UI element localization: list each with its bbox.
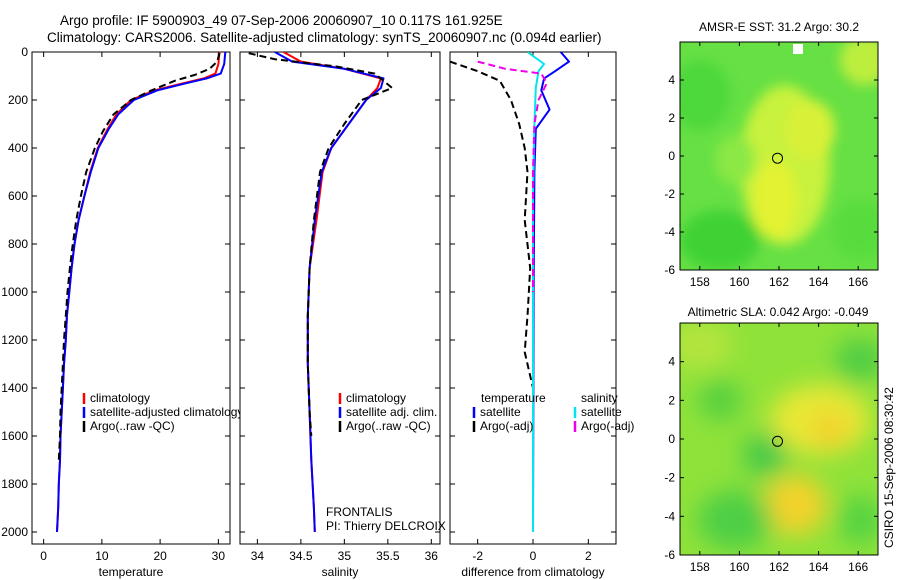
temperature-xtick-label: 30	[212, 549, 226, 563]
sla-map-ytick-label: -4	[664, 509, 675, 523]
temperature-ytick-label: 1800	[1, 477, 28, 491]
sst-map-panel: AMSR-E SST: 31.2 Argo: 30.2 158 160 162 164…	[664, 20, 879, 289]
difference-xtick-label: -2	[472, 549, 483, 563]
salinity-xlabel: salinity	[322, 565, 359, 579]
salinity-series-argo-raw-qc-	[248, 52, 394, 437]
salinity-annotation-project: FRONTALIS	[326, 505, 392, 519]
salinity-xtick-label: 34	[251, 549, 265, 563]
sla-map-axes: 158 160 162 164 166 -6 -4 -2 0 2 4	[664, 323, 878, 574]
sst-map-ytick-label: -4	[664, 225, 675, 239]
temperature-xlabel: temperature	[99, 565, 164, 579]
sla-map-title: Altimetric SLA: 0.042 Argo: -0.049	[688, 305, 869, 319]
sla-map-xtick-label: 164	[809, 560, 829, 574]
difference-series-salinity-satellite	[526, 52, 546, 532]
difference-xtick-label: 2	[585, 549, 592, 563]
sla-map-xtick-label: 162	[769, 560, 789, 574]
temperature-ytick-label: 0	[21, 45, 28, 59]
diff-legend-sal-satellite-label: satellite	[581, 405, 622, 419]
salinity-series-group	[248, 52, 394, 533]
difference-series-group	[450, 52, 570, 533]
sst-map-missing-patch	[793, 44, 803, 54]
sst-map-ytick-label: 0	[668, 149, 675, 163]
difference-profile-panel: -2 0 2 difference from climatology temperatu…	[449, 51, 634, 579]
temperature-series-group	[56, 52, 227, 533]
salinity-xtick-label: 35	[338, 549, 352, 563]
temperature-ytick-label: 600	[8, 189, 28, 203]
temperature-plot-frame	[31, 51, 231, 545]
salinity-profile-panel: 34 34.5 35 35.5 36 salinity climatologysatelli…	[239, 51, 446, 579]
sla-profile-location-marker	[772, 435, 783, 447]
difference-xtick-label: 0	[530, 549, 537, 563]
salinity-xtick-label: 35.5	[376, 549, 400, 563]
salinity-xtick-label: 34.5	[289, 549, 313, 563]
temperature-xtick-label: 10	[95, 549, 109, 563]
diff-legend-temp-argo-label: Argo(-adj)	[480, 419, 533, 433]
sla-map-ytick-label: 0	[668, 432, 675, 446]
sst-map-axes: 158 160 162 164 166 -6 -4 -2 0 2 4	[664, 42, 878, 289]
figure-title-line1: Argo profile: IF 5900903_49 07-Sep-2006 …	[60, 13, 503, 28]
sal-legend-climatology-label: climatology	[346, 391, 406, 405]
sal-legend-satellite-label: satellite adj. clim.	[346, 405, 437, 419]
sla-map-ytick-label: -2	[664, 471, 675, 485]
sst-map-ytick-label: 2	[668, 111, 675, 125]
sst-map-ytick-label: -6	[664, 263, 675, 277]
diff-legend-temperature-title: temperature	[481, 391, 546, 405]
sst-map-title: AMSR-E SST: 31.2 Argo: 30.2	[699, 20, 859, 34]
diff-legend-temp-satellite-label: satellite	[480, 405, 521, 419]
temperature-xtick-label: 0	[40, 549, 47, 563]
difference-series-salinity-argo-adj-	[477, 60, 548, 292]
temp-legend-satellite-label: satellite-adjusted climatology	[90, 405, 243, 419]
sla-map-ytick-label: -6	[664, 548, 675, 562]
temp-legend-argo-label: Argo(..raw -QC)	[90, 419, 175, 433]
temperature-ytick-label: 1400	[1, 381, 28, 395]
salinity-plot-frame	[239, 51, 441, 545]
sal-legend-argo-label: Argo(..raw -QC)	[346, 419, 431, 433]
temperature-ytick-label: 200	[8, 93, 28, 107]
sst-map-xtick-label: 160	[729, 275, 749, 289]
sst-map-xtick-label: 162	[769, 275, 789, 289]
temperature-xtick-label: 20	[153, 549, 167, 563]
figure-title-line2: Climatology: CARS2006. Satellite-adjuste…	[47, 30, 602, 45]
difference-series-temperature-argo-adj-	[450, 60, 534, 436]
salinity-xtick-label: 36	[425, 549, 439, 563]
sla-map-ytick-label: 4	[668, 355, 675, 369]
temp-legend-climatology-label: climatology	[90, 391, 150, 405]
sla-map-ytick-label: 2	[668, 393, 675, 407]
temperature-ytick-label: 2000	[1, 525, 28, 539]
diff-legend-salinity-title: salinity	[581, 391, 618, 405]
sla-map-panel: Altimetric SLA: 0.042 Argo: -0.049 158 16…	[664, 305, 879, 574]
sst-map-ytick-label: -2	[664, 187, 675, 201]
side-credit: CSIRO 15-Sep-2006 08:30:42	[882, 387, 896, 548]
sst-map-field	[680, 42, 878, 270]
salinity-annotation-pi: PI: Thierry DELCROIX	[326, 519, 446, 533]
sst-map-xtick-label: 166	[848, 275, 868, 289]
sst-map-ytick-label: 4	[668, 73, 675, 87]
sst-map-xtick-label: 164	[809, 275, 829, 289]
temperature-series-argo-raw-qc-	[57, 52, 221, 461]
sst-profile-location-marker	[772, 152, 783, 164]
temperature-ytick-label: 400	[8, 141, 28, 155]
sla-map-xtick-label: 160	[729, 560, 749, 574]
sst-map-xtick-label: 158	[690, 275, 710, 289]
temperature-ytick-label: 1000	[1, 285, 28, 299]
sla-map-field	[680, 323, 878, 550]
temperature-profile-panel: 0 10 20 30 0 200 400 600 800 1000 1200 1400 1600 1800…	[1, 45, 243, 579]
diff-legend-sal-argo-label: Argo(-adj)	[581, 419, 634, 433]
temperature-ytick-label: 1200	[1, 333, 28, 347]
difference-xlabel: difference from climatology	[461, 565, 604, 579]
difference-series-temperature-satellite	[532, 52, 570, 533]
temperature-ytick-label: 800	[8, 237, 28, 251]
sla-map-xtick-label: 158	[690, 560, 710, 574]
temperature-ytick-label: 1600	[1, 429, 28, 443]
sla-map-xtick-label: 166	[848, 560, 868, 574]
